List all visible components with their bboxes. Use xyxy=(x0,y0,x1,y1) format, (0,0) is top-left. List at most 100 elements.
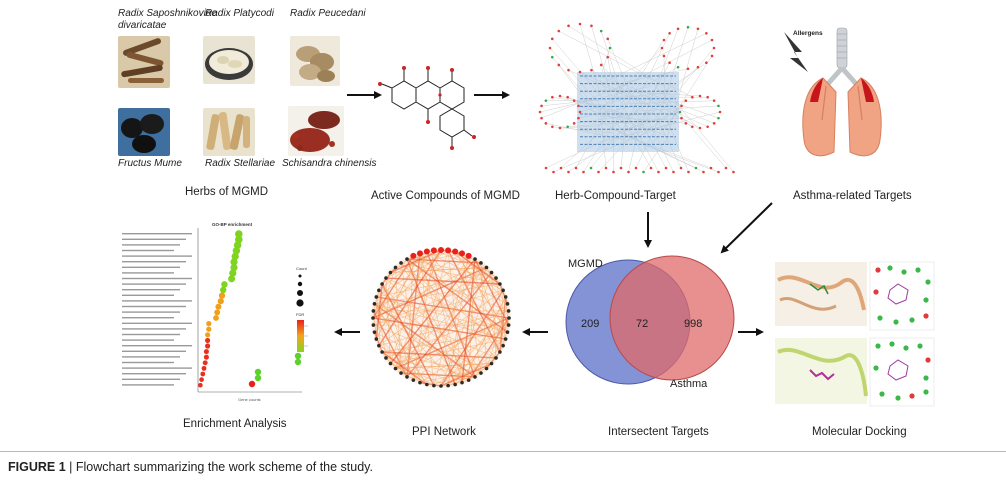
enrichment-term-row xyxy=(122,272,174,274)
label-herbs-of-mgmd: Herbs of MGMD xyxy=(185,186,269,198)
enrichment-term-row xyxy=(122,261,186,263)
docking-residue xyxy=(879,391,885,397)
enrichment-point xyxy=(203,349,209,355)
ppi-node xyxy=(489,361,494,366)
docking-residue xyxy=(889,341,895,347)
network-node xyxy=(680,116,683,120)
ppi-node xyxy=(393,265,398,270)
ppi-node xyxy=(405,375,409,379)
ppi-node xyxy=(377,343,381,348)
enrichment-term-row xyxy=(122,238,186,240)
network-node xyxy=(668,31,671,35)
enrichment-point xyxy=(214,309,221,316)
docking-residue xyxy=(895,395,901,401)
network-node xyxy=(642,170,645,174)
enrichment-point xyxy=(213,315,219,321)
enrichment-point xyxy=(233,241,242,249)
network-node xyxy=(567,68,570,72)
enrichment-dot-plot xyxy=(122,228,308,393)
enrichment-term-row xyxy=(122,333,180,336)
network-node xyxy=(662,54,666,58)
ppi-node xyxy=(438,247,444,253)
ppi-node xyxy=(505,330,510,334)
docking-ligand-2d xyxy=(887,283,909,305)
network-node xyxy=(540,104,543,108)
venn-right-only-count: 998 xyxy=(684,318,703,330)
ppi-node xyxy=(411,378,416,382)
ppi-node xyxy=(388,270,393,275)
ppi-node xyxy=(374,295,379,299)
ppi-node xyxy=(484,366,489,371)
ppi-node xyxy=(432,383,436,388)
network-node xyxy=(698,94,702,98)
docking-residue xyxy=(923,297,929,303)
enrichment-point xyxy=(235,230,243,238)
network-node xyxy=(599,29,603,33)
herb-photo-stellariae xyxy=(203,108,255,156)
network-node xyxy=(691,125,694,129)
network-node xyxy=(572,122,576,125)
ppi-node xyxy=(388,361,393,366)
docking-residue xyxy=(923,389,929,395)
enrichment-point xyxy=(200,371,206,377)
herb-photo-saposhnikoviae xyxy=(118,36,170,88)
enrichment-point xyxy=(206,320,212,327)
enrichment-count-legend xyxy=(296,274,304,307)
network-node xyxy=(705,61,708,65)
ppi-node xyxy=(405,257,409,261)
docking-residue xyxy=(903,345,909,351)
network-node xyxy=(724,166,728,170)
ppi-network xyxy=(371,247,511,388)
enrichment-term-row xyxy=(122,345,192,347)
enrichment-term-row xyxy=(122,266,180,268)
network-node xyxy=(550,55,554,59)
network-node xyxy=(557,63,561,67)
docking-residue xyxy=(909,393,915,399)
ppi-node xyxy=(399,261,403,265)
network-node xyxy=(678,110,682,114)
ppi-node xyxy=(439,384,443,388)
ppi-node xyxy=(377,288,381,293)
ppi-node xyxy=(506,323,511,327)
lungs-illustration xyxy=(784,27,882,157)
figure-caption-label: FIGURE 1 xyxy=(8,460,66,474)
ppi-node xyxy=(489,270,494,275)
enrichment-fdr-legend xyxy=(297,320,308,352)
docking-residue xyxy=(877,315,883,321)
ppi-node xyxy=(503,337,508,341)
ppi-node xyxy=(503,295,508,299)
enrichment-point xyxy=(254,368,262,376)
network-node xyxy=(558,126,562,130)
ppi-node xyxy=(380,350,384,354)
network-node xyxy=(627,170,630,174)
network-node xyxy=(566,95,569,99)
ppi-node xyxy=(501,288,505,293)
enrichment-term-row xyxy=(122,350,186,352)
enrichment-count-legend-title: Count xyxy=(296,266,307,271)
ppi-node xyxy=(446,383,450,388)
network-node xyxy=(558,94,562,98)
network-node xyxy=(657,170,660,174)
network-node xyxy=(717,116,720,120)
enrichment-plot-title: GO-BP enrichment xyxy=(212,222,253,227)
herb-photo-peucedani xyxy=(290,36,340,86)
network-node xyxy=(608,46,612,50)
enrichment-point xyxy=(294,358,302,366)
label-enrichment-analysis: Enrichment Analysis xyxy=(183,418,287,430)
enrichment-point xyxy=(215,303,222,310)
network-node xyxy=(687,170,690,174)
ppi-node xyxy=(459,250,466,257)
ppi-node xyxy=(384,276,388,280)
network-node xyxy=(604,166,608,170)
network-node xyxy=(696,27,700,31)
network-node xyxy=(572,99,576,102)
ppi-node xyxy=(418,380,422,385)
docking-residue xyxy=(915,267,921,273)
network-node xyxy=(705,31,708,35)
ppi-node xyxy=(453,382,457,387)
docking-residue xyxy=(873,365,879,371)
caption-divider xyxy=(0,451,1006,452)
ppi-node xyxy=(372,302,377,306)
herb-name-peucedani: Radix Peucedani xyxy=(290,8,366,19)
network-node xyxy=(567,24,570,28)
